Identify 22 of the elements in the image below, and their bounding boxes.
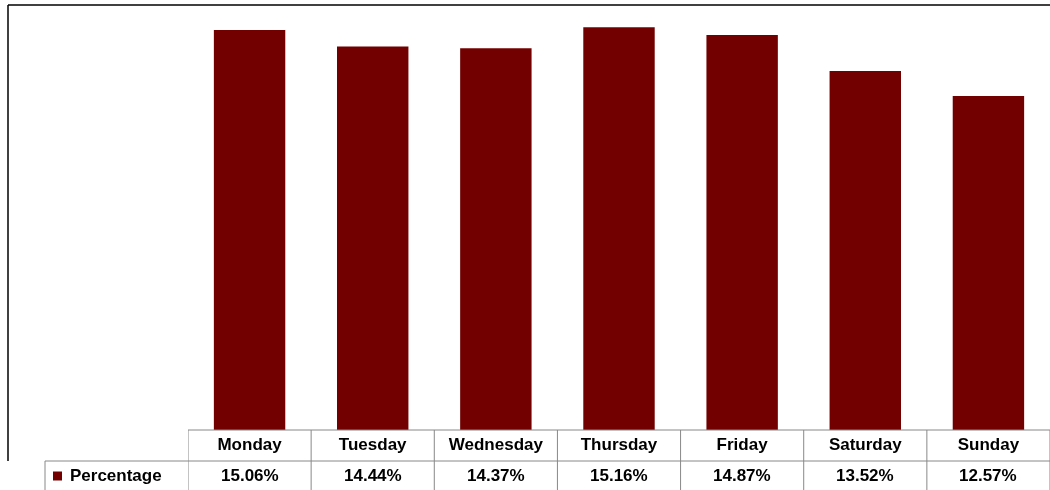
bar bbox=[460, 48, 532, 430]
data-label: 12.57% bbox=[959, 466, 1017, 485]
bar bbox=[706, 35, 778, 430]
x-tick-label: Tuesday bbox=[338, 435, 408, 454]
x-tick-label: Thursday bbox=[580, 435, 658, 454]
data-label: 15.06% bbox=[221, 466, 279, 485]
bar bbox=[213, 29, 286, 430]
legend-label: Percentage bbox=[70, 466, 162, 485]
bar bbox=[829, 70, 901, 430]
bar bbox=[337, 46, 409, 430]
data-label: 13.52% bbox=[836, 466, 894, 485]
data-label: 14.44% bbox=[344, 466, 402, 485]
data-label: 15.16% bbox=[590, 466, 648, 485]
x-tick-label: Sunday bbox=[957, 435, 1020, 454]
data-label: 14.87% bbox=[713, 466, 771, 485]
data-label: 14.37% bbox=[467, 466, 525, 485]
x-tick-label: Monday bbox=[217, 435, 283, 454]
x-tick-label: Saturday bbox=[828, 435, 903, 454]
x-tick-label: Friday bbox=[716, 435, 769, 454]
bar bbox=[952, 96, 1025, 430]
bar bbox=[583, 27, 655, 430]
x-tick-label: Wednesday bbox=[448, 435, 544, 454]
